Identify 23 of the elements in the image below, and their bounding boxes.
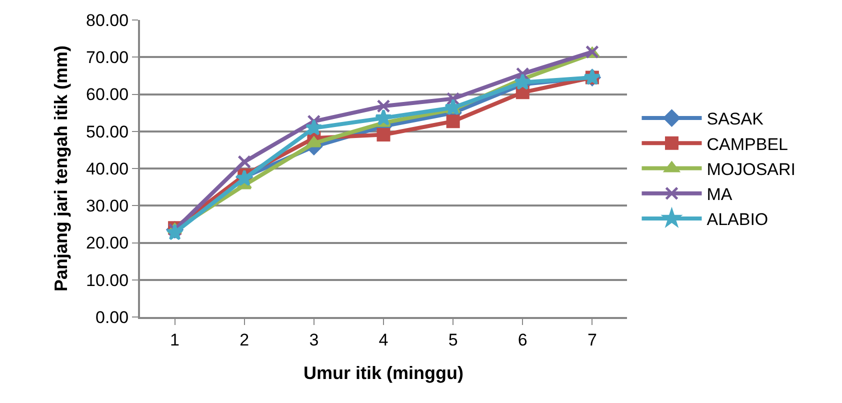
x-tick-label: 2 [240, 330, 250, 350]
legend-label: MA [706, 184, 733, 204]
y-tick-label: 30.00 [86, 196, 129, 216]
legend-label: MOJOSARI [706, 160, 796, 179]
y-tick-label: 0.00 [96, 308, 129, 327]
x-axis-title: Umur itik (minggu) [304, 363, 464, 383]
legend-label: CAMPBEL [706, 134, 788, 154]
y-tick-label: 50.00 [86, 122, 129, 142]
x-tick-label: 4 [378, 330, 388, 350]
legend-label: SASAK [706, 110, 764, 129]
legend-label: ALABIO [706, 210, 768, 230]
y-tick-label: 80.00 [86, 10, 129, 30]
y-tick-label: 10.00 [86, 270, 129, 290]
y-tick-label: 20.00 [86, 234, 129, 253]
y-axis-title: Panjang jari tengah itik (mm) [50, 45, 71, 292]
y-tick-label: 60.00 [86, 85, 129, 104]
x-tick-label: 3 [309, 330, 319, 350]
x-tick-label: 5 [448, 330, 458, 350]
x-tick-label: 1 [170, 330, 180, 350]
y-tick-label: 70.00 [86, 48, 129, 68]
x-tick-label: 6 [518, 330, 528, 350]
y-tick-label: 40.00 [86, 159, 129, 178]
x-tick-label: 7 [587, 330, 597, 350]
